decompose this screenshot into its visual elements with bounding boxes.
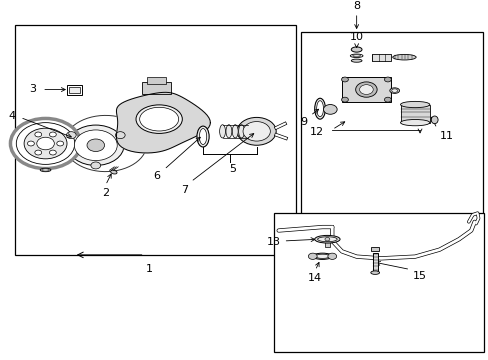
Ellipse shape xyxy=(219,125,225,138)
Bar xyxy=(400,104,429,123)
Circle shape xyxy=(24,128,67,159)
Bar xyxy=(325,239,329,247)
Polygon shape xyxy=(116,92,210,153)
Ellipse shape xyxy=(315,254,329,258)
Ellipse shape xyxy=(244,125,250,138)
Circle shape xyxy=(35,132,41,137)
Text: 14: 14 xyxy=(307,273,322,283)
Bar xyxy=(147,77,166,84)
Text: 7: 7 xyxy=(181,185,188,195)
Circle shape xyxy=(35,150,41,155)
Text: 9: 9 xyxy=(299,117,306,127)
Bar xyxy=(371,54,390,61)
Text: 2: 2 xyxy=(102,188,109,198)
Text: 4: 4 xyxy=(8,111,15,121)
Circle shape xyxy=(243,122,270,141)
Circle shape xyxy=(74,130,117,161)
Ellipse shape xyxy=(314,98,325,119)
Text: 10: 10 xyxy=(349,32,363,42)
Circle shape xyxy=(37,137,54,150)
Ellipse shape xyxy=(110,170,117,174)
Ellipse shape xyxy=(400,102,429,108)
Bar xyxy=(142,82,171,94)
Ellipse shape xyxy=(197,126,209,147)
Text: 15: 15 xyxy=(412,271,426,281)
Circle shape xyxy=(67,125,124,166)
Circle shape xyxy=(27,141,34,146)
Ellipse shape xyxy=(400,120,429,126)
Bar xyxy=(69,87,80,93)
Ellipse shape xyxy=(199,129,206,145)
Text: 8: 8 xyxy=(352,1,360,10)
Bar xyxy=(300,32,483,255)
Ellipse shape xyxy=(350,47,361,52)
Circle shape xyxy=(308,253,317,260)
Circle shape xyxy=(327,253,336,260)
Text: 1: 1 xyxy=(145,264,153,274)
Ellipse shape xyxy=(136,105,182,134)
Ellipse shape xyxy=(317,237,336,242)
Circle shape xyxy=(91,162,101,169)
Bar xyxy=(273,213,484,352)
Ellipse shape xyxy=(316,101,323,117)
Ellipse shape xyxy=(225,125,231,138)
Ellipse shape xyxy=(430,116,437,124)
Ellipse shape xyxy=(391,89,397,93)
Ellipse shape xyxy=(389,88,399,93)
Circle shape xyxy=(49,132,56,137)
Circle shape xyxy=(49,150,56,155)
Ellipse shape xyxy=(370,271,379,274)
Circle shape xyxy=(87,139,104,152)
Circle shape xyxy=(341,97,347,102)
Text: 6: 6 xyxy=(153,171,160,181)
Circle shape xyxy=(237,117,276,145)
Ellipse shape xyxy=(392,54,415,60)
Ellipse shape xyxy=(350,59,361,62)
Text: 13: 13 xyxy=(266,237,280,247)
Ellipse shape xyxy=(238,125,244,138)
Text: 5: 5 xyxy=(228,164,235,174)
Text: 12: 12 xyxy=(309,127,323,137)
Circle shape xyxy=(57,141,63,146)
Circle shape xyxy=(16,123,75,165)
Circle shape xyxy=(115,132,125,139)
Circle shape xyxy=(384,77,390,82)
Bar xyxy=(15,25,295,255)
Bar xyxy=(341,77,390,102)
Bar xyxy=(66,85,82,95)
Ellipse shape xyxy=(349,54,362,58)
Bar xyxy=(372,253,377,271)
Circle shape xyxy=(66,132,76,139)
Circle shape xyxy=(323,104,336,114)
Text: 3: 3 xyxy=(29,84,36,94)
Ellipse shape xyxy=(352,55,360,57)
Circle shape xyxy=(355,82,376,97)
Ellipse shape xyxy=(41,169,49,171)
Ellipse shape xyxy=(312,253,331,260)
Ellipse shape xyxy=(232,125,238,138)
Circle shape xyxy=(341,77,347,82)
Circle shape xyxy=(384,97,390,102)
Ellipse shape xyxy=(140,107,178,131)
Bar xyxy=(370,247,378,251)
Circle shape xyxy=(359,85,372,94)
Text: 11: 11 xyxy=(439,131,452,141)
Circle shape xyxy=(10,118,81,168)
Ellipse shape xyxy=(325,238,329,241)
Ellipse shape xyxy=(314,235,339,243)
Ellipse shape xyxy=(40,168,51,172)
